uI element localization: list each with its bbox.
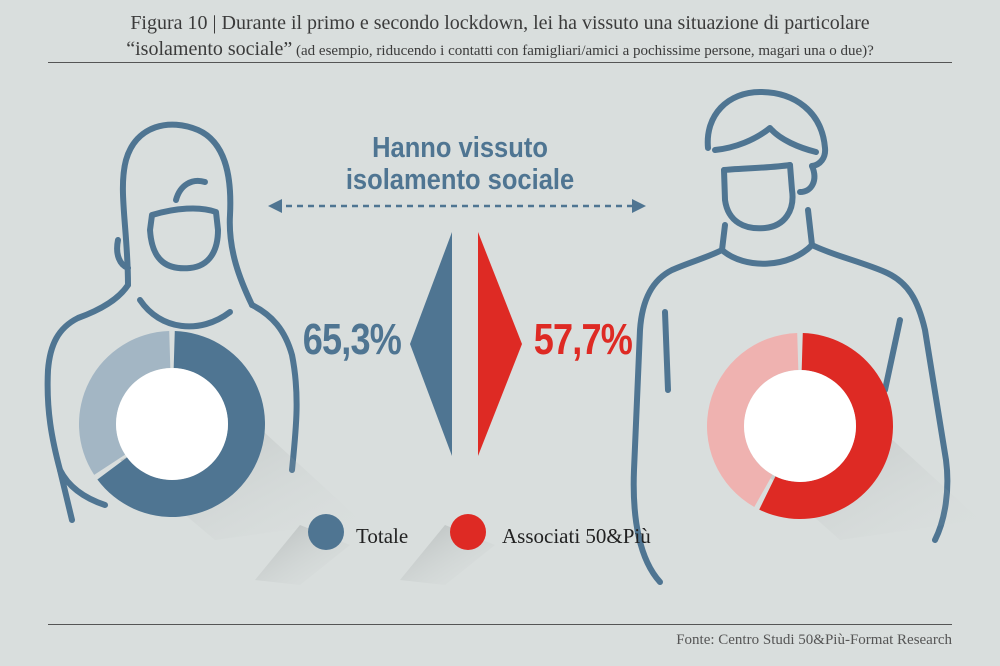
assoc-percentage-label: 57,7% [533,315,633,364]
headline-line-2: isolamento sociale [345,164,575,196]
legend-dot-assoc [450,514,486,550]
source-note: Fonte: Centro Studi 50&Più-Format Resear… [676,632,952,648]
donut-slice-value [759,333,893,519]
donut-chart-assoc [707,333,893,519]
donut-slice-rest [79,331,171,475]
donut-slice-value [97,331,266,517]
top-divider [48,62,952,63]
title-line-2-note: (ad esempio, riducendo i contatti con fa… [292,43,874,59]
donut-slice-rest [707,333,799,507]
total-percentage-label: 65,3% [302,315,402,364]
chart-title: Figura 10 | Durante il primo e secondo l… [0,10,1000,64]
legend-dot-total [308,514,344,550]
bottom-divider [48,624,952,625]
headline-line-1: Hanno vissuto [372,132,548,164]
double-arrow [268,199,646,213]
title-line-2: “isolamento sociale” (ad esempio, riduce… [0,36,1000,64]
legend-label-assoc: Associati 50&Più [502,524,651,548]
donut-hole [744,370,856,482]
woman-figure [44,121,300,523]
title-line-2-main: “isolamento sociale” [126,38,293,60]
donut-hole [116,368,228,480]
legend-label-total: Totale [356,524,409,548]
center-marker-assoc [478,232,522,456]
center-marker-total [410,232,452,456]
headline: Hanno vissuto isolamento sociale [319,132,601,196]
donut-chart-total [79,331,266,517]
title-line-1: Figura 10 | Durante il primo e secondo l… [130,12,870,34]
